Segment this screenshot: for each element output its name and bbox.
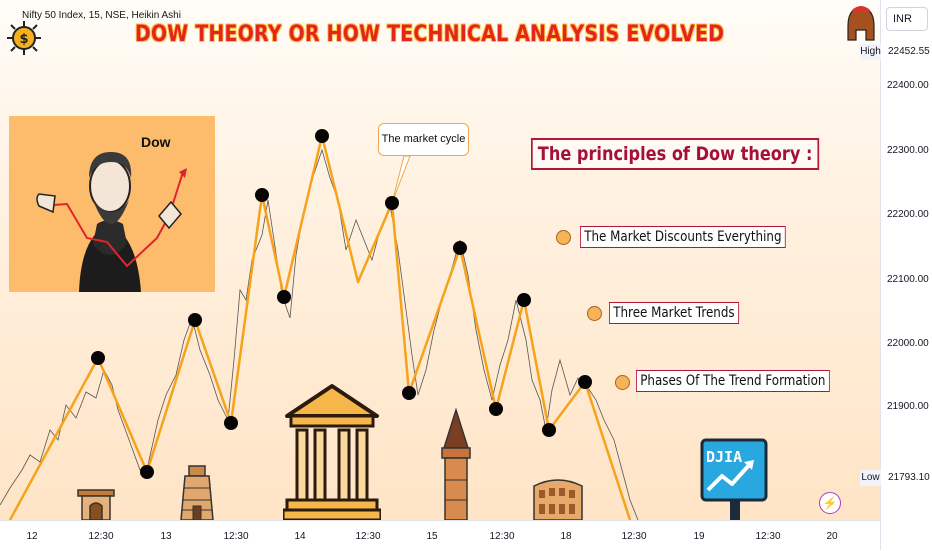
dow-portrait-card: Dow — [9, 116, 215, 292]
helmet-icon — [847, 6, 875, 41]
pivot-point — [453, 241, 467, 255]
dow-portrait-icon — [36, 152, 187, 292]
time-tick: 18 — [560, 531, 572, 542]
market-cycle-line — [8, 134, 632, 520]
principle-bullet-icon — [556, 230, 571, 245]
principle-market-discounts[interactable]: The Market Discounts Everything — [580, 226, 786, 248]
price-tick: 22400.00 — [887, 80, 929, 91]
price-tick: 22300.00 — [887, 145, 929, 156]
principle-bullet-icon — [615, 375, 630, 390]
principle-trend-phases[interactable]: Phases Of The Trend Formation — [636, 370, 830, 392]
high-value: 22452.55 — [885, 44, 932, 60]
principle-bullet-icon — [587, 306, 602, 321]
pivot-point — [402, 386, 416, 400]
time-tick: 19 — [693, 531, 705, 542]
price-tick: 21900.00 — [887, 401, 929, 412]
temple-icon — [283, 384, 381, 520]
price-line — [0, 148, 639, 520]
pivot-point — [385, 196, 399, 210]
high-label: High — [860, 44, 881, 60]
price-axis[interactable] — [880, 0, 932, 550]
time-tick: 12:30 — [755, 531, 781, 542]
dow-label: Dow — [141, 134, 171, 150]
colosseum-icon — [533, 479, 583, 520]
lightning-icon[interactable]: ⚡ — [819, 492, 841, 514]
callout-pointer — [391, 155, 411, 204]
time-tick: 12:30 — [355, 531, 381, 542]
pivot-point — [91, 351, 105, 365]
pivot-point — [188, 313, 202, 327]
djia-board-icon: DJIA — [700, 438, 768, 520]
principle-three-trends[interactable]: Three Market Trends — [609, 302, 739, 324]
pivot-point — [578, 375, 592, 389]
pyramid-icon — [180, 465, 214, 520]
pivot-point — [277, 290, 291, 304]
time-tick: 13 — [160, 531, 172, 542]
time-axis[interactable]: 12 12:30 13 12:30 14 12:30 15 12:30 18 1… — [0, 520, 880, 551]
logo-icon: $ — [7, 21, 41, 55]
time-tick: 12 — [26, 531, 38, 542]
pivot-point — [255, 188, 269, 202]
time-tick: 12:30 — [223, 531, 249, 542]
headline: DOW THEORY OR HOW TECHNICAL ANALYSIS EVO… — [135, 22, 725, 47]
price-tick: 22200.00 — [887, 209, 929, 220]
market-cycle-callout[interactable]: The market cycle — [378, 123, 469, 156]
principles-title[interactable]: The principles of Dow theory : — [531, 138, 820, 170]
symbol-title[interactable]: Nifty 50 Index, 15, NSE, Heikin Ashi — [22, 10, 181, 21]
djia-label: DJIA — [706, 448, 742, 466]
time-tick: 12:30 — [489, 531, 515, 542]
gate-icon — [77, 489, 115, 520]
pivot-point — [517, 293, 531, 307]
time-tick: 14 — [294, 531, 306, 542]
svg-text:$: $ — [19, 32, 28, 47]
pivot-point — [542, 423, 556, 437]
time-tick: 12:30 — [621, 531, 647, 542]
pivot-point — [489, 402, 503, 416]
pivot-point — [224, 416, 238, 430]
chart-area[interactable]: $ Nifty 50 Index, 15, NSE, Heikin Ashi D… — [0, 0, 880, 520]
currency-select[interactable]: INR — [886, 7, 928, 31]
chart-canvas — [0, 129, 639, 520]
time-tick: 12:30 — [88, 531, 114, 542]
pivot-point — [315, 129, 329, 143]
price-tick: 22000.00 — [887, 338, 929, 349]
pivot-point — [140, 465, 154, 479]
low-value: 21793.10 — [885, 470, 932, 486]
tower-icon — [441, 408, 471, 520]
low-label: Low — [860, 470, 881, 486]
price-tick: 22100.00 — [887, 274, 929, 285]
time-tick: 20 — [826, 531, 838, 542]
time-tick: 15 — [426, 531, 438, 542]
